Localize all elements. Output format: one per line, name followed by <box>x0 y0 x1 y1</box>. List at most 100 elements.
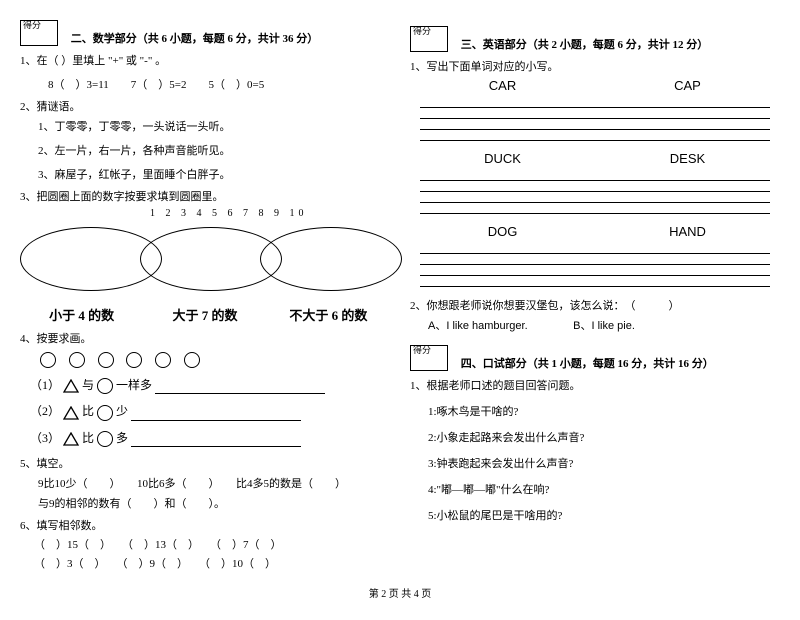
writing-lines-3 <box>420 243 770 287</box>
q4-3: （3） 比 多 <box>30 429 390 447</box>
q1-line: 8（ ）3=11 7（ ）5=2 5（ ）0=5 <box>48 76 390 92</box>
circle-icon <box>97 405 113 421</box>
ovals-diagram <box>20 223 390 303</box>
score-label-4: 得分 <box>413 343 431 356</box>
section2-title: 二、数学部分（共 6 小题，每题 6 分，共计 36 分） <box>71 33 319 45</box>
q6-row1: （ ）15（ ） （ ）13（ ） （ ）7（ ） <box>34 536 390 552</box>
q2-3: 3、麻屋子，红帐子，里面睡个白胖子。 <box>38 166 390 182</box>
circle-icon <box>184 352 200 368</box>
q4-2: （2） 比 少 <box>30 402 390 420</box>
circle-icon <box>126 352 142 368</box>
word-dog: DOG <box>410 224 595 239</box>
triangle-icon <box>63 406 79 420</box>
r-q4-1-2: 2:小象走起路来会发出什么声音? <box>428 429 780 445</box>
write-line <box>420 130 770 141</box>
page-columns: 得分 二、数学部分（共 6 小题，每题 6 分，共计 36 分） 1、在（ ）里… <box>20 20 780 571</box>
q5-line2: 与9的相邻的数有（ ）和（ ）。 <box>38 495 390 511</box>
q2: 2、猜谜语。 <box>20 98 390 114</box>
circle-icon <box>97 378 113 394</box>
r-q2-opts: A、I like hamburger. B、I like pie. <box>428 317 780 333</box>
section2-header: 得分 二、数学部分（共 6 小题，每题 6 分，共计 36 分） <box>20 20 390 46</box>
score-label-2: 得分 <box>23 18 41 31</box>
page-footer: 第 2 页 共 4 页 <box>20 585 780 600</box>
r-q4-1-3: 3:钟表跑起来会发出什么声音? <box>428 455 780 471</box>
write-line <box>420 119 770 130</box>
write-line <box>420 254 770 265</box>
opt-a: A、I like hamburger. <box>428 320 528 332</box>
q4-2-suffix: 少 <box>116 404 128 418</box>
r-q4-1-5: 5:小松鼠的尾巴是干啥用的? <box>428 507 780 523</box>
r-q2: 2、你想跟老师说你想要汉堡包，该怎么说： （ ） <box>410 297 780 313</box>
word-row-2: DUCK DESK <box>410 151 780 166</box>
r-q4-1-4: 4:"嘟—嘟—嘟"什么在响? <box>428 481 780 497</box>
score-box-2: 得分 <box>20 20 58 46</box>
word-desk: DESK <box>595 151 780 166</box>
word-car: CAR <box>410 78 595 93</box>
q6-title: 6、填写相邻数。 <box>20 517 390 533</box>
circle-icon <box>155 352 171 368</box>
word-hand: HAND <box>595 224 780 239</box>
q4-3-mid: 比 <box>82 431 94 445</box>
triangle-icon <box>63 379 79 393</box>
q4-1-prefix: （1） <box>30 378 60 392</box>
q5: 5、填空。 9比10少（ ） 10比6多（ ） 比4多5的数是（ ） 与9的相邻… <box>20 455 390 511</box>
q4-1-mid: 与 <box>82 378 94 392</box>
oval-label-3: 不大于 6 的数 <box>267 305 390 324</box>
q4-2-mid: 比 <box>82 404 94 418</box>
write-line <box>420 108 770 119</box>
triangle-icon <box>63 432 79 446</box>
q3: 3、把圆圈上面的数字按要求填到圆圈里。 <box>20 188 390 204</box>
q5-title: 5、填空。 <box>20 455 390 471</box>
score-label-3: 得分 <box>413 24 431 37</box>
q6: 6、填写相邻数。 （ ）15（ ） （ ）13（ ） （ ）7（ ） （ ）3（… <box>20 517 390 571</box>
write-line <box>420 170 770 181</box>
score-box-4: 得分 <box>410 345 448 371</box>
word-row-1: CAR CAP <box>410 78 780 93</box>
circle-icon <box>40 352 56 368</box>
r-q1: 1、写出下面单词对应的小写。 <box>410 58 780 74</box>
oval-labels: 小于 4 的数 大于 7 的数 不大于 6 的数 <box>20 305 390 324</box>
q1: 1、在（ ）里填上 "+" 或 "-" 。 <box>20 52 390 68</box>
q4-2-prefix: （2） <box>30 404 60 418</box>
q4-1-suffix: 一样多 <box>116 378 152 392</box>
write-line <box>420 276 770 287</box>
circle-icon <box>69 352 85 368</box>
answer-line <box>131 446 301 447</box>
q4: 4、按要求画。 <box>20 330 390 346</box>
section4-header: 得分 四、口试部分（共 1 小题，每题 16 分，共计 16 分） <box>410 345 780 371</box>
left-column: 得分 二、数学部分（共 6 小题，每题 6 分，共计 36 分） 1、在（ ）里… <box>20 20 390 571</box>
word-row-3: DOG HAND <box>410 224 780 239</box>
number-line: 1 2 3 4 5 6 7 8 9 10 <box>150 208 390 219</box>
opt-b: B、I like pie. <box>573 320 635 332</box>
score-box-3: 得分 <box>410 26 448 52</box>
write-line <box>420 97 770 108</box>
shapes-row <box>40 352 390 368</box>
section3-header: 得分 三、英语部分（共 2 小题，每题 6 分，共计 12 分） <box>410 26 780 52</box>
oval-3 <box>260 227 402 291</box>
write-line <box>420 243 770 254</box>
q4-3-prefix: （3） <box>30 431 60 445</box>
right-column: 得分 三、英语部分（共 2 小题，每题 6 分，共计 12 分） 1、写出下面单… <box>410 20 780 571</box>
answer-line <box>155 393 325 394</box>
writing-lines-1 <box>420 97 770 141</box>
write-line <box>420 192 770 203</box>
circle-icon <box>97 431 113 447</box>
q6-row2: （ ）3（ ） （ ）9（ ） （ ）10（ ） <box>34 555 390 571</box>
q2-2: 2、左一片，右一片，各种声音能听见。 <box>38 142 390 158</box>
write-line <box>420 203 770 214</box>
word-cap: CAP <box>595 78 780 93</box>
word-duck: DUCK <box>410 151 595 166</box>
r-q4-1-1: 1:啄木鸟是干啥的? <box>428 403 780 419</box>
q4-1: （1） 与 一样多 <box>30 376 390 394</box>
section3-title: 三、英语部分（共 2 小题，每题 6 分，共计 12 分） <box>461 39 709 51</box>
write-line <box>420 181 770 192</box>
oval-label-2: 大于 7 的数 <box>143 305 266 324</box>
answer-line <box>131 420 301 421</box>
oval-label-1: 小于 4 的数 <box>20 305 143 324</box>
q2-1: 1、丁零零，丁零零，一头说话一头听。 <box>38 118 390 134</box>
section4-title: 四、口试部分（共 1 小题，每题 16 分，共计 16 分） <box>461 358 714 370</box>
circle-icon <box>98 352 114 368</box>
q4-3-suffix: 多 <box>116 431 128 445</box>
q5-line1: 9比10少（ ） 10比6多（ ） 比4多5的数是（ ） <box>38 475 390 491</box>
write-line <box>420 265 770 276</box>
